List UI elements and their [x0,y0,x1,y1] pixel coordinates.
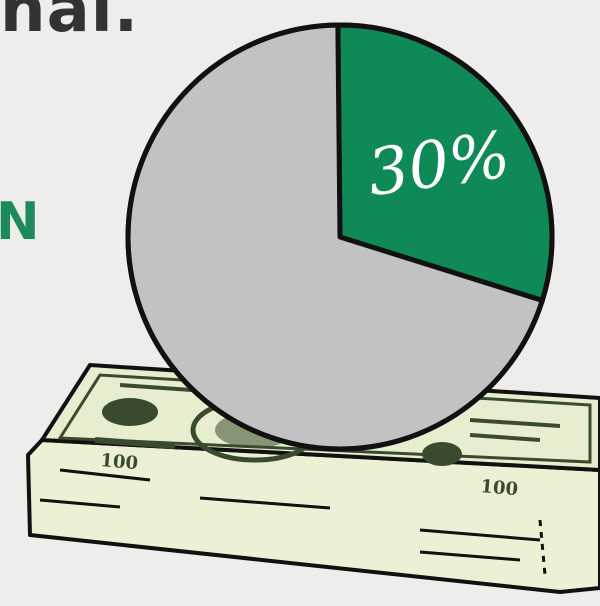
headline-fragment: nal. [0,0,139,47]
bill-seal-left [102,398,158,426]
bill-seal-right [422,442,462,466]
bill-denomination-left: 100 [100,450,139,474]
pie-chart: 30% [125,22,555,452]
pie-outline [125,22,555,452]
side-text-fragment: N [0,192,40,252]
bill-denomination-right: 100 [480,476,519,500]
